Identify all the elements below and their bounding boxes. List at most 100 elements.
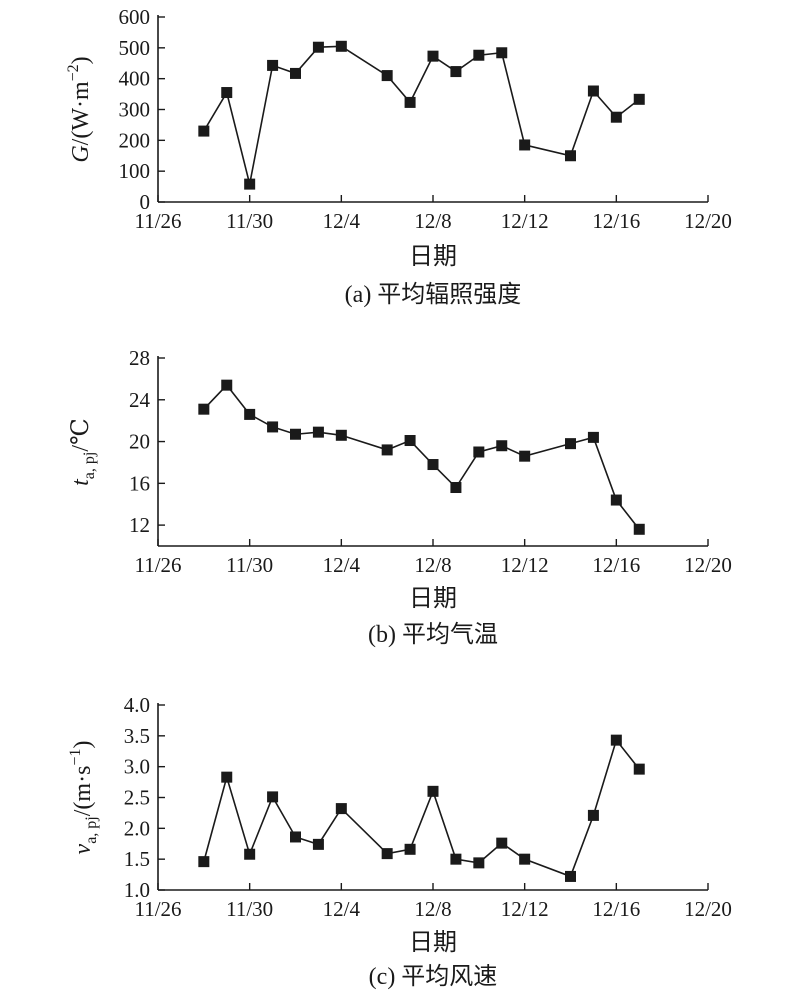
x-axis-label: 日期: [409, 930, 457, 956]
data-point: [519, 853, 531, 865]
x-tick-label: 12/8: [414, 897, 451, 921]
data-point: [633, 523, 645, 535]
x-tick-label: 12/20: [684, 897, 732, 921]
y-tick-label: 3.5: [124, 724, 150, 748]
data-point: [450, 482, 462, 494]
data-point: [519, 450, 531, 462]
data-point: [587, 809, 599, 821]
data-point: [312, 838, 324, 850]
x-tick-label: 12/8: [414, 553, 451, 577]
data-point: [244, 408, 256, 420]
y-tick-label: 24: [129, 388, 151, 412]
x-tick-label: 12/8: [414, 209, 451, 233]
x-tick-label: 12/4: [323, 209, 361, 233]
data-point: [381, 444, 393, 456]
data-point: [198, 403, 210, 415]
data-point: [221, 379, 233, 391]
data-point: [565, 150, 576, 162]
data-point: [450, 66, 462, 78]
data-point: [335, 40, 347, 52]
y-axis-label: G/(W·m−2): [65, 56, 94, 162]
data-point: [427, 50, 439, 62]
x-tick-label: 12/20: [684, 553, 732, 577]
data-point: [335, 429, 347, 441]
y-tick-label: 16: [129, 471, 150, 495]
data-point: [267, 59, 279, 71]
x-tick-label: 12/12: [501, 553, 549, 577]
data-point: [519, 139, 531, 151]
data-point: [404, 843, 416, 855]
data-point: [587, 85, 599, 97]
y-tick-label: 28: [129, 346, 150, 370]
data-point: [404, 435, 416, 447]
series-line: [203, 738, 640, 878]
y-axis-label: va, pj/(m·s−1): [67, 741, 100, 855]
x-tick-label: 11/30: [226, 897, 273, 921]
data-point: [267, 421, 279, 433]
series-line: [203, 45, 640, 185]
y-tick-label: 1.5: [124, 847, 150, 871]
y-tick-label: 1.0: [124, 878, 150, 902]
y-tick-label: 12: [129, 513, 150, 537]
x-axis-label: 日期: [409, 244, 457, 270]
panel-caption: (a) 平均辐照强度: [345, 281, 522, 308]
data-point: [450, 853, 462, 865]
x-tick-label: 12/4: [323, 553, 361, 577]
y-tick-label: 2.5: [124, 786, 150, 810]
x-tick-label: 12/16: [592, 553, 640, 577]
y-tick-label: 100: [119, 159, 151, 183]
data-point: [427, 785, 439, 797]
y-tick-label: 400: [119, 67, 151, 91]
chart-panel-0: 0 100 200 300 400 500 600 11/26 11/30 12/4 12/8 12/…: [65, 5, 732, 308]
y-axis-label: ta, pj/℃: [68, 418, 98, 486]
data-point: [610, 111, 622, 123]
x-tick-label: 11/30: [226, 553, 273, 577]
y-tick-label: 300: [119, 98, 151, 122]
data-point: [633, 93, 645, 105]
data-point: [381, 848, 393, 860]
data-point: [404, 96, 416, 108]
data-point: [565, 870, 576, 882]
y-tick-label: 500: [119, 36, 151, 60]
data-point: [244, 178, 256, 190]
y-tick-label: 20: [129, 430, 150, 454]
x-tick-label: 12/12: [501, 209, 549, 233]
data-point: [221, 87, 233, 99]
chart-panel-1: 12 16 20 24 28 11/26 11/30 12/4 12/8 12/12 12/16 12…: [68, 346, 732, 648]
x-tick-label: 12/16: [592, 897, 640, 921]
x-tick-label: 12/20: [684, 209, 732, 233]
data-point: [312, 426, 324, 438]
data-point: [221, 771, 233, 783]
data-point: [381, 70, 393, 82]
x-tick-label: 11/30: [226, 209, 273, 233]
data-point: [496, 837, 508, 849]
y-tick-label: 2.0: [124, 816, 150, 840]
data-point: [312, 41, 324, 53]
data-point: [496, 47, 508, 59]
data-point: [496, 440, 508, 452]
data-point: [290, 428, 301, 440]
y-tick-label: 0: [140, 190, 151, 214]
data-point: [290, 831, 301, 843]
data-point: [473, 49, 485, 61]
panel-caption: (b) 平均气温: [368, 621, 498, 648]
data-point: [473, 446, 485, 458]
data-point: [335, 803, 347, 815]
x-tick-label: 12/12: [501, 897, 549, 921]
data-point: [427, 459, 439, 471]
data-point: [198, 125, 210, 137]
y-tick-label: 4.0: [124, 693, 150, 717]
x-tick-label: 12/4: [323, 897, 361, 921]
y-tick-label: 200: [119, 128, 151, 152]
panel-caption: (c) 平均风速: [369, 963, 498, 990]
data-point: [610, 494, 622, 506]
x-tick-label: 11/26: [134, 553, 181, 577]
data-point: [198, 856, 210, 868]
series-line: [203, 383, 640, 530]
data-point: [267, 791, 279, 803]
y-tick-label: 600: [119, 5, 151, 29]
y-tick-label: 3.0: [124, 755, 150, 779]
data-point: [290, 67, 301, 79]
x-tick-label: 11/26: [134, 209, 181, 233]
